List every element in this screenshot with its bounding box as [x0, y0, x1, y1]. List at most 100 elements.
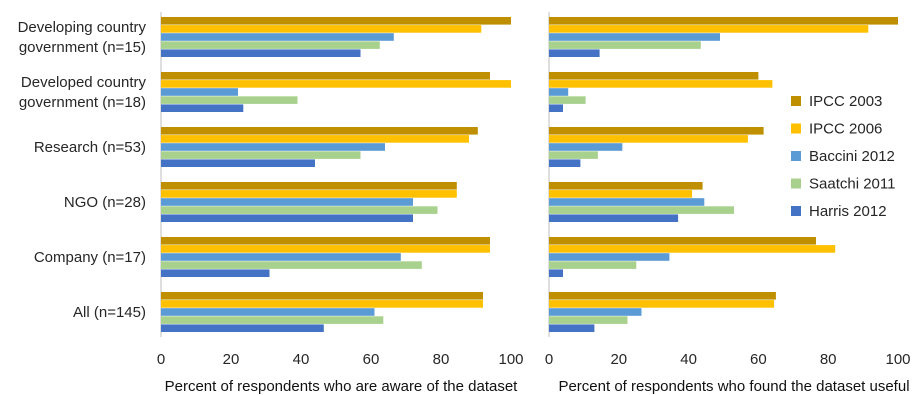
panel-usefulness-x-axis-label: Percent of respondents who found the dat…	[558, 378, 909, 395]
legend-label: IPCC 2003	[809, 93, 882, 110]
panel-awareness: 0 20 40 60 80 100 Percent of respondents who …	[157, 12, 524, 395]
bar-panel1-cat5-ipcc-2006	[549, 300, 775, 308]
legend-label: Baccini 2012	[809, 148, 895, 165]
x-tick-label: 80	[820, 351, 837, 368]
legend-swatch	[791, 178, 801, 189]
bar-panel0-cat4-ipcc-2006	[161, 245, 490, 253]
bar-panel1-cat0-harris-2012	[549, 49, 600, 57]
bar-panel1-cat0-baccini-2012	[549, 33, 720, 41]
bar-panel1-cat3-harris-2012	[549, 214, 679, 222]
x-tick-label: 20	[610, 351, 627, 368]
category-label: Developed country	[21, 74, 147, 91]
bar-panel0-cat5-ipcc-2003	[161, 292, 483, 300]
bar-panel0-cat5-harris-2012	[161, 324, 324, 332]
bar-panel0-cat1-saatchi-2011	[161, 96, 298, 104]
category-label: Research (n=53)	[34, 139, 146, 156]
bar-panel0-cat0-ipcc-2006	[161, 25, 482, 33]
legend-item: IPCC 2003	[791, 93, 882, 110]
category-label: NGO (n=28)	[64, 194, 146, 211]
x-tick-label: 40	[293, 351, 310, 368]
legend-label: Saatchi 2011	[809, 176, 895, 193]
legend-item: Baccini 2012	[791, 148, 895, 165]
bar-panel0-cat5-baccini-2012	[161, 308, 375, 316]
bar-panel0-cat0-harris-2012	[161, 49, 361, 57]
category-labels: Developing country government (n=15) Devel…	[18, 19, 147, 321]
bar-panel1-cat1-ipcc-2006	[549, 80, 773, 88]
bar-panel0-cat3-ipcc-2006	[161, 190, 457, 198]
bar-panel1-cat0-ipcc-2003	[549, 17, 898, 25]
legend-item: Saatchi 2011	[791, 176, 895, 193]
bar-panel0-cat0-baccini-2012	[161, 33, 394, 41]
bar-panel0-cat1-baccini-2012	[161, 88, 238, 96]
legend-item: IPCC 2006	[791, 121, 882, 138]
bar-panel1-cat4-harris-2012	[549, 269, 563, 277]
bar-panel1-cat5-ipcc-2003	[549, 292, 776, 300]
bar-panel0-cat2-harris-2012	[161, 159, 315, 167]
bar-panel1-cat2-ipcc-2003	[549, 127, 764, 135]
bar-panel1-cat0-saatchi-2011	[549, 41, 701, 49]
bar-panel0-cat3-harris-2012	[161, 214, 413, 222]
x-tick-label: 60	[363, 351, 380, 368]
x-tick-label: 40	[680, 351, 697, 368]
bar-panel0-cat5-saatchi-2011	[161, 316, 384, 324]
x-tick-label: 100	[885, 351, 910, 368]
bar-panel0-cat2-ipcc-2006	[161, 135, 469, 143]
bar-panel0-cat3-saatchi-2011	[161, 206, 438, 214]
legend-swatch	[791, 123, 801, 134]
bar-panel1-cat1-harris-2012	[549, 104, 563, 112]
bar-panel1-cat1-baccini-2012	[549, 88, 569, 96]
bar-panel0-cat1-ipcc-2003	[161, 72, 490, 80]
bar-panel0-cat5-ipcc-2006	[161, 300, 483, 308]
bar-panel1-cat0-ipcc-2006	[549, 25, 869, 33]
bar-panel0-cat2-saatchi-2011	[161, 151, 361, 159]
bar-panel0-cat4-saatchi-2011	[161, 261, 422, 269]
bar-panel1-cat2-ipcc-2006	[549, 135, 748, 143]
legend-swatch	[791, 151, 801, 161]
bar-panel1-cat2-harris-2012	[549, 159, 581, 167]
bar-panel1-cat4-saatchi-2011	[549, 261, 637, 269]
x-tick-label: 0	[545, 351, 553, 368]
panel-usefulness-bars	[549, 17, 898, 332]
bar-panel0-cat4-baccini-2012	[161, 253, 401, 261]
bar-panel1-cat5-baccini-2012	[549, 308, 642, 316]
bar-panel0-cat0-ipcc-2003	[161, 17, 511, 25]
legend: IPCC 2003 IPCC 2006 Baccini 2012 Saatchi 20…	[791, 93, 895, 220]
bar-panel0-cat1-ipcc-2006	[161, 80, 511, 88]
panel-usefulness: 0 20 40 60 80 100 Percent of respondents who …	[545, 12, 911, 395]
bar-panel1-cat3-ipcc-2003	[549, 182, 703, 190]
x-tick-label: 20	[223, 351, 240, 368]
x-tick-label: 0	[157, 351, 165, 368]
bar-panel0-cat0-saatchi-2011	[161, 41, 380, 49]
bar-panel1-cat4-ipcc-2003	[549, 237, 816, 245]
bar-panel1-cat4-ipcc-2006	[549, 245, 836, 253]
category-label: government (n=18)	[19, 94, 146, 111]
legend-item: Harris 2012	[791, 203, 887, 220]
x-tick-label: 60	[750, 351, 767, 368]
bar-panel1-cat1-saatchi-2011	[549, 96, 586, 104]
x-tick-label: 100	[498, 351, 523, 368]
bar-panel0-cat3-ipcc-2003	[161, 182, 457, 190]
legend-swatch	[791, 96, 801, 106]
bar-panel0-cat1-harris-2012	[161, 104, 244, 112]
bar-panel1-cat2-baccini-2012	[549, 143, 623, 151]
bar-panel1-cat3-baccini-2012	[549, 198, 705, 206]
bar-panel1-cat5-harris-2012	[549, 324, 595, 332]
bar-panel0-cat2-baccini-2012	[161, 143, 385, 151]
bar-panel1-cat3-ipcc-2006	[549, 190, 693, 198]
bar-panel1-cat5-saatchi-2011	[549, 316, 628, 324]
bar-panel1-cat2-saatchi-2011	[549, 151, 598, 159]
category-label: Company (n=17)	[34, 249, 146, 266]
category-label: Developing country	[18, 19, 147, 36]
legend-label: Harris 2012	[809, 203, 887, 220]
bar-panel0-cat4-harris-2012	[161, 269, 270, 277]
panel-awareness-bars	[161, 17, 511, 332]
bar-panel1-cat4-baccini-2012	[549, 253, 670, 261]
legend-label: IPCC 2006	[809, 121, 882, 138]
x-tick-label: 80	[433, 351, 450, 368]
panel-awareness-x-axis-label: Percent of respondents who are aware of …	[165, 378, 519, 395]
legend-swatch	[791, 206, 801, 216]
panel-awareness-x-ticks: 0 20 40 60 80 100	[157, 351, 524, 368]
bar-panel1-cat1-ipcc-2003	[549, 72, 759, 80]
bar-panel0-cat4-ipcc-2003	[161, 237, 490, 245]
